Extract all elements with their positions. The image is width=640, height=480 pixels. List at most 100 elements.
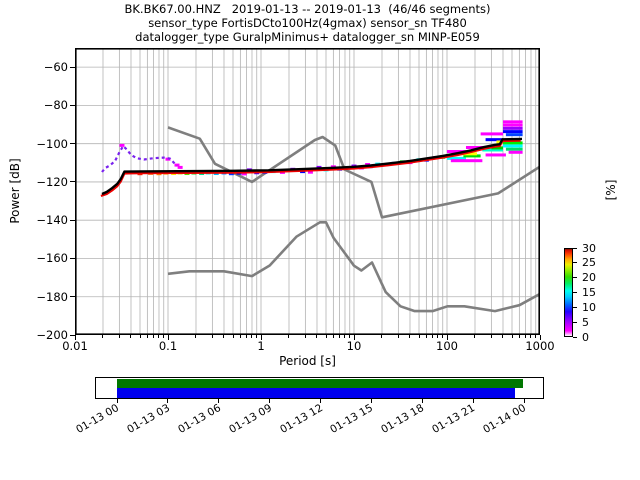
psd-histogram-band xyxy=(465,145,485,149)
y-tick-label: −160 xyxy=(36,251,68,266)
timeline-tick-label: 01-13 03 xyxy=(124,402,172,437)
plot-frame xyxy=(75,48,540,335)
psd-histogram-band xyxy=(463,154,481,158)
psd-histogram-mark xyxy=(119,143,125,147)
x-axis-major-tick xyxy=(446,335,448,340)
x-axis-minor-tick xyxy=(511,335,513,338)
x-axis-major-tick xyxy=(539,335,541,340)
psd-histogram-band xyxy=(508,150,523,154)
x-axis-minor-tick xyxy=(535,335,537,338)
psd-percentile-red-curve xyxy=(100,139,521,197)
x-tick-label: 10 xyxy=(346,339,362,353)
x-axis-minor-tick xyxy=(211,335,213,338)
figure-subtitle-sensor: sensor_type FortisDCto100Hz(4gmax) senso… xyxy=(148,16,467,30)
colorbar-tick-label: 15 xyxy=(582,286,596,299)
x-axis-minor-tick xyxy=(316,335,318,338)
colorbar-tick xyxy=(573,277,577,279)
psd-plot-area xyxy=(75,48,540,335)
x-axis-minor-tick xyxy=(102,335,104,338)
colorbar-tick xyxy=(573,336,577,338)
x-axis-minor-tick xyxy=(409,335,411,338)
x-axis-minor-tick xyxy=(256,335,258,338)
x-axis-minor-tick xyxy=(397,335,399,338)
psd-histogram-band xyxy=(485,138,503,142)
x-axis-minor-tick xyxy=(139,335,141,338)
timeline-tick xyxy=(523,399,525,403)
timeline-bar-coverage-bottom xyxy=(117,388,516,398)
timeline-tick xyxy=(472,399,474,403)
x-axis-minor-tick xyxy=(223,335,225,338)
x-axis-minor-tick xyxy=(432,335,434,338)
psd-histogram-mark xyxy=(307,170,313,174)
x-axis-label: Period [s] xyxy=(279,354,336,368)
colorbar-tick xyxy=(573,306,577,308)
timeline-tick xyxy=(370,399,372,403)
x-axis-major-tick xyxy=(260,335,262,340)
x-axis-minor-tick xyxy=(239,335,241,338)
psd-histogram-band xyxy=(491,146,503,150)
x-axis-minor-tick xyxy=(118,335,120,338)
x-axis-minor-tick xyxy=(246,335,248,338)
psd-histogram-mark xyxy=(241,172,247,176)
y-tick-label: −180 xyxy=(36,289,68,304)
x-tick-label: 0.1 xyxy=(158,339,178,353)
timeline-tick xyxy=(218,399,220,403)
x-axis-minor-tick xyxy=(474,335,476,338)
timeline-tick-label: 01-14 00 xyxy=(481,402,528,437)
x-axis-minor-tick xyxy=(344,335,346,338)
x-axis-minor-tick xyxy=(146,335,148,338)
y-axis-tick xyxy=(70,66,75,68)
psd-histogram-band xyxy=(502,141,523,145)
x-axis-minor-tick xyxy=(518,335,520,338)
timeline-bar-coverage-top xyxy=(117,379,524,388)
y-axis-tick xyxy=(70,219,75,221)
timeline-tick xyxy=(116,399,118,403)
colorbar-tick xyxy=(573,262,577,264)
y-axis-tick xyxy=(70,143,75,145)
colorbar-tick-label: 0 xyxy=(582,330,589,344)
x-axis-minor-tick xyxy=(442,335,444,338)
x-axis-minor-tick xyxy=(251,335,253,338)
psd-secondary-mode-dashed-curve xyxy=(101,144,178,173)
x-axis-minor-tick xyxy=(288,335,290,338)
y-tick-label: −60 xyxy=(43,60,68,75)
y-tick-label: −100 xyxy=(36,136,68,151)
x-axis-minor-tick xyxy=(502,335,504,338)
timeline-tick xyxy=(167,399,169,403)
psd-histogram-band xyxy=(505,147,523,151)
timeline-tick xyxy=(269,399,271,403)
x-tick-label: 1000 xyxy=(525,339,555,353)
psd-histogram-mark xyxy=(174,163,180,167)
timeline-tick-label: 01-13 00 xyxy=(74,402,121,437)
timeline-tick xyxy=(421,399,423,403)
x-axis-minor-tick xyxy=(339,335,341,338)
psd-histogram-band xyxy=(485,153,506,157)
psd-histogram-band xyxy=(502,120,523,124)
x-axis-major-tick xyxy=(74,335,76,340)
x-axis-major-tick xyxy=(353,335,355,340)
y-axis-tick xyxy=(70,334,75,336)
figure-subtitle-datalogger: datalogger_type GuralpMinimus+ datalogge… xyxy=(135,30,480,44)
psd-histogram-band xyxy=(502,126,523,130)
psd-histogram-band xyxy=(447,156,466,160)
x-axis-minor-tick xyxy=(332,335,334,338)
psd-histogram-band xyxy=(460,152,477,156)
x-axis-minor-tick xyxy=(437,335,439,338)
psd-mode-black-curve xyxy=(101,137,523,196)
psd-histogram-band xyxy=(505,133,523,137)
colorbar-tick-label: 20 xyxy=(582,271,596,285)
x-axis-minor-tick xyxy=(163,335,165,338)
psd-histogram-band xyxy=(502,130,523,134)
y-tick-label: −140 xyxy=(36,213,68,228)
x-axis-minor-tick xyxy=(304,335,306,338)
x-axis-minor-tick xyxy=(425,335,427,338)
x-axis-minor-tick xyxy=(153,335,155,338)
y-tick-label: −80 xyxy=(43,98,68,113)
timeline-tick-label: 01-13 09 xyxy=(226,402,274,437)
colorbar-tick-label: 25 xyxy=(582,256,596,270)
psd-histogram-band xyxy=(450,159,483,163)
x-tick-label: 1 xyxy=(257,339,265,353)
x-tick-label: 100 xyxy=(436,339,458,353)
percent-axis-label: [%] xyxy=(604,179,618,201)
